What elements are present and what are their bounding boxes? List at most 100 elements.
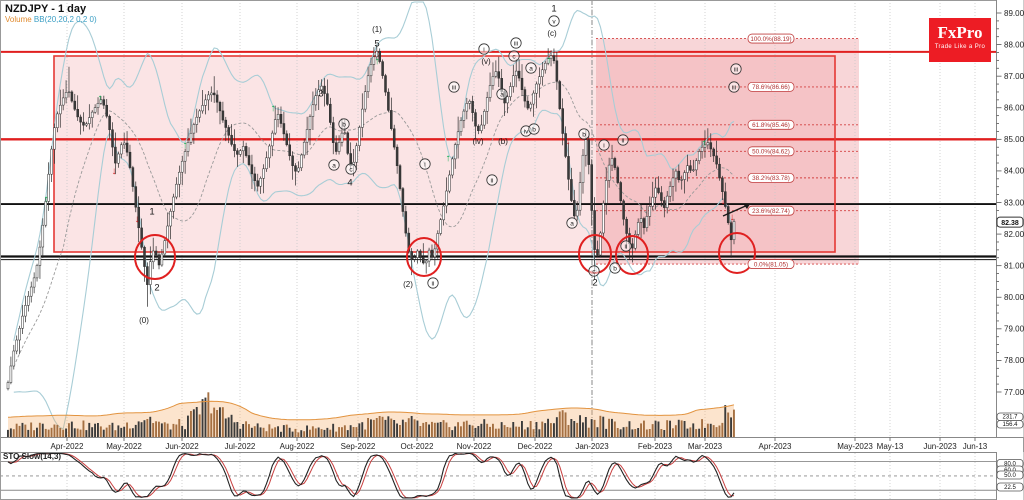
time-tick-label: Jun-2022 (165, 442, 199, 451)
volume-envelope-line (7, 400, 735, 421)
wave-label: 2 (592, 277, 597, 288)
wave-label: (b) (498, 137, 508, 146)
wave-label: (1) (372, 25, 382, 34)
wave-label: v (552, 18, 556, 25)
wave-label: ii (491, 177, 494, 184)
stochastic-value-badge (996, 482, 1024, 492)
price-tick-label: 83.00 (1004, 198, 1024, 207)
price-tick-label: 82.00 (1004, 230, 1024, 239)
buy-arrow-icon: ↑ (375, 56, 380, 67)
fib-level-label: 0.0%(81.05) (754, 261, 788, 268)
price-tick-label: 89.00 (1004, 9, 1024, 18)
time-tick-label: Sep-2022 (341, 442, 376, 451)
wave-label: iii (452, 84, 456, 91)
volume-bars (7, 392, 735, 437)
bb-middle-band (13, 81, 735, 367)
price-tick-label: 80.00 (1004, 293, 1024, 302)
wave-label: ii (432, 280, 435, 287)
wave-label: ii (622, 137, 625, 144)
wave-label: 2 (154, 282, 159, 293)
time-axis[interactable]: Apr-2022 May-2022 Jun-2022 Jul-2022 Aug-2022… (51, 437, 988, 452)
price-tick-label: 87.00 (1004, 72, 1024, 81)
svg-text:50.0: 50.0 (1004, 473, 1016, 479)
elliott-wave-box (53, 55, 836, 253)
wave-label: 3 (318, 88, 323, 99)
time-tick-label: Jan-2023 (575, 442, 609, 451)
wave-label: b (532, 126, 536, 133)
svg-text:156.4: 156.4 (1002, 422, 1018, 428)
price-tick-label: 86.00 (1004, 104, 1024, 113)
sell-arrow-icon: ↓ (112, 166, 117, 177)
signal-arrows: ↑ ↑ ↑ ↑ ↑ ↑ ↑ ↑ ↓ ↓ ↓ ↓ ↓ (44, 55, 735, 225)
time-tick-label: Dec-2022 (518, 442, 553, 451)
time-tick-label: Apr-2022 (51, 442, 84, 451)
wave-label: a (332, 162, 336, 169)
price-tick-label: 84.00 (1004, 167, 1024, 176)
wave-label: (iv) (472, 137, 483, 146)
wave-label: (0) (139, 316, 149, 325)
fib-level-label: 78.6%(86.66) (752, 84, 790, 91)
time-tick-label: Apr-2023 (759, 442, 792, 451)
fib-badges: 100.0%(88.19) 78.6%(86.66) 61.8%(85.46) 50.… (747, 33, 795, 269)
wave-label: b (613, 265, 617, 272)
buy-arrow-icon: ↑ (702, 138, 707, 149)
sell-arrow-icon: ↓ (135, 214, 140, 225)
wave-label: (v) (481, 57, 491, 66)
price-tick-label: 78.00 (1004, 356, 1024, 365)
stochastic-k-line (7, 452, 735, 499)
fib-retracement-zone (596, 38, 859, 265)
time-tick-label: May-13 (877, 442, 904, 451)
price-tick-label: 81.00 (1004, 261, 1024, 270)
time-tick-label: May-2022 (106, 442, 142, 451)
time-tick-label: Jun-13 (963, 442, 988, 451)
stochastic-d-line (7, 452, 735, 499)
time-tick-label: May-2023 (837, 442, 873, 451)
wave-label: c (592, 268, 596, 275)
time-tick-label: Aug-2022 (280, 442, 315, 451)
buy-arrow-icon: ↑ (44, 194, 49, 205)
red-highlight-circle (718, 232, 756, 274)
sell-arrow-icon: ↓ (730, 212, 735, 223)
wave-label: i (603, 142, 604, 149)
red-highlight-circle (615, 235, 649, 275)
wave-label: b (342, 121, 346, 128)
wave-label: i (483, 46, 484, 53)
fib-level-label: 100.0%(88.19) (750, 36, 791, 43)
svg-text:82.38: 82.38 (1001, 220, 1019, 227)
wave-label: 5 (374, 38, 379, 49)
buy-arrow-icon: ↑ (98, 93, 103, 104)
buy-arrow-icon: ↑ (446, 153, 451, 164)
wave-label: b (582, 131, 586, 138)
red-highlight-circle (406, 237, 442, 277)
wave-label: (2) (403, 280, 413, 289)
wave-label: c (349, 166, 353, 173)
wave-label: 4 (347, 177, 352, 188)
stochastic-value-badge (996, 470, 1024, 480)
wave-label: 1 (149, 206, 154, 217)
sell-arrow-icon: ↓ (721, 196, 726, 207)
wave-label: iii (514, 40, 518, 47)
current-price-badge (996, 216, 1024, 228)
svg-text:22.5: 22.5 (1004, 485, 1016, 491)
svg-text:231.7: 231.7 (1002, 415, 1018, 421)
wave-label: i (424, 161, 425, 168)
wave-label: iii (734, 66, 738, 73)
wave-label: a (570, 220, 574, 227)
wave-label: ii (625, 243, 628, 250)
time-tick-label: Nov-2022 (457, 442, 492, 451)
stochastic-pane (0, 437, 1024, 500)
time-tick-label: Jul-2022 (225, 442, 256, 451)
wave-label: iv (524, 128, 529, 135)
price-tick-label: 88.00 (1004, 40, 1024, 49)
price-axis[interactable]: 89.00 88.00 87.00 86.00 85.00 84.00 83.00 82.00… (996, 0, 1024, 500)
wave-label: (c) (547, 29, 557, 38)
price-tick-label: 77.00 (1004, 388, 1024, 397)
wave-label: c (512, 53, 516, 60)
time-tick-label: Oct-2022 (401, 442, 434, 451)
buy-arrow-icon: ↑ (547, 55, 552, 66)
volume-envelope-fill (8, 401, 734, 437)
sell-arrow-icon: ↓ (566, 136, 571, 147)
time-tick-label: Feb-2023 (638, 442, 673, 451)
